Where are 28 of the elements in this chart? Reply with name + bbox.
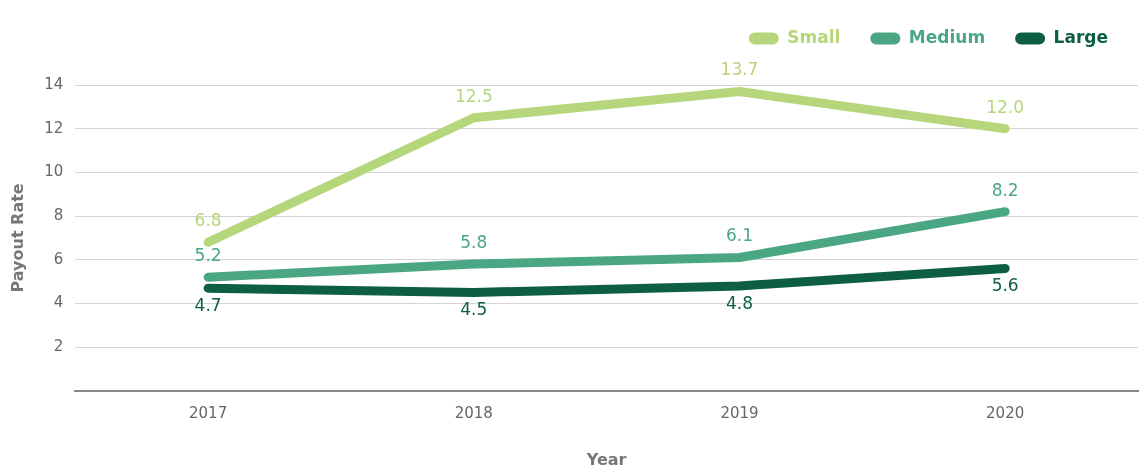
x-tick-label: 2020 — [986, 403, 1025, 422]
x-tick-label: 2018 — [454, 403, 493, 422]
legend-label: Large — [1053, 26, 1108, 47]
y-tick-label: 14 — [44, 74, 64, 93]
data-label: 5.2 — [194, 245, 222, 266]
data-label: 8.2 — [991, 179, 1019, 200]
y-tick-label: 10 — [44, 162, 64, 181]
data-label: 13.7 — [720, 59, 759, 80]
y-axis-title: Payout Rate — [7, 183, 27, 293]
data-label: 6.1 — [725, 225, 754, 246]
data-label: 5.6 — [991, 275, 1019, 296]
x-tick-label: 2019 — [720, 403, 759, 422]
data-label: 6.8 — [194, 210, 222, 231]
data-label: 5.8 — [460, 232, 488, 253]
data-label: 4.7 — [194, 295, 222, 316]
y-tick-label: 6 — [53, 249, 64, 268]
legend-label: Medium — [908, 26, 986, 47]
data-label: 12.0 — [986, 96, 1025, 117]
data-label: 4.8 — [725, 292, 754, 313]
data-label: 12.5 — [454, 85, 493, 106]
y-tick-label: 8 — [53, 205, 64, 224]
y-tick-label: 4 — [53, 293, 64, 312]
y-tick-label: 12 — [44, 118, 64, 137]
legend-label: Small — [787, 26, 841, 47]
y-tick-label: 2 — [53, 337, 64, 355]
x-tick-label: 2017 — [189, 403, 228, 422]
x-axis-title: Year — [585, 449, 627, 469]
data-label: 4.5 — [460, 299, 488, 320]
